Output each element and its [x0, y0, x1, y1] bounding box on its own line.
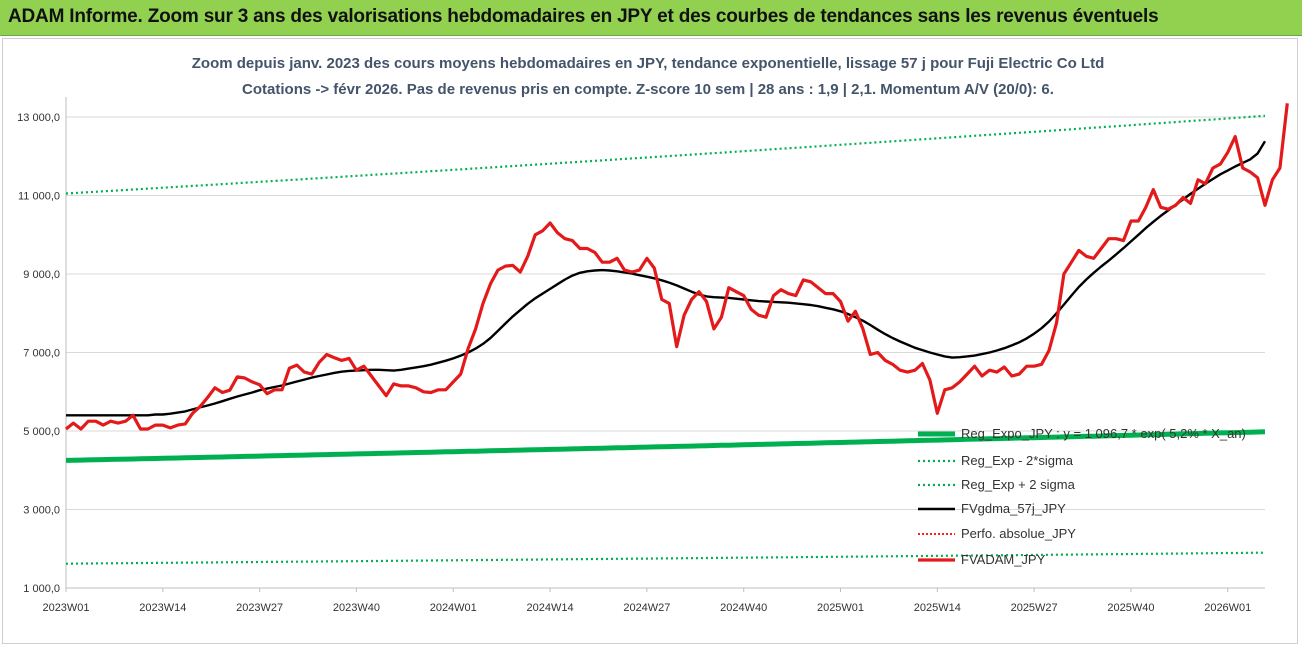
chart-title-line1: Zoom depuis janv. 2023 des cours moyens …: [192, 55, 1105, 72]
chart-frame: [2, 38, 1298, 644]
series-line-reg-plus-2sigma: [65, 114, 1266, 195]
x-tick-label: 2025W40: [1107, 602, 1154, 614]
x-tick-label: 2024W01: [430, 602, 477, 614]
series-line-reg-minus-2sigma: [65, 551, 1265, 565]
x-tick-label: 2024W40: [720, 602, 767, 614]
y-tick-label: 13 000,0: [17, 112, 60, 124]
legend-label: Reg_Exp + 2 sigma: [961, 477, 1076, 492]
x-tick-label: 2023W27: [236, 602, 283, 614]
x-tick-label: 2023W40: [333, 602, 380, 614]
series-line-fvgdma: [66, 140, 1267, 417]
y-tick-label: 7 000,0: [23, 348, 60, 360]
y-tick-label: 3 000,0: [23, 505, 60, 517]
gridlines: [65, 97, 1265, 589]
y-tick-label: 5 000,0: [23, 426, 60, 438]
x-tick-label: 2024W27: [623, 602, 670, 614]
x-tick-label: 2023W01: [42, 602, 89, 614]
plot-area: [65, 103, 1289, 565]
report-title: ADAM Informe. Zoom sur 3 ans des valoris…: [8, 6, 1159, 27]
x-tick-label: 2025W14: [914, 602, 961, 614]
y-axis: 1 000,0 3 000,0 5 000,0 7 000,0 9 000,0 11 00…: [17, 112, 60, 595]
legend-label: FVADAM_JPY: [961, 552, 1046, 567]
series-line-fvadam: [65, 103, 1289, 431]
x-axis: 2023W01 2023W14 2023W27 2023W40 2024W01 2024W…: [42, 588, 1251, 614]
x-tick-label: 2025W27: [1011, 602, 1058, 614]
y-tick-label: 11 000,0: [18, 191, 60, 203]
y-tick-label: 9 000,0: [23, 269, 60, 281]
x-tick-label: 2025W01: [817, 602, 864, 614]
x-tick-label: 2026W01: [1204, 602, 1251, 614]
y-tick-label: 1 000,0: [23, 583, 60, 595]
legend: Reg_Expo_JPY : y = 1 096,7 * exp( 5,2% *…: [918, 426, 1246, 567]
chart-title-line2: Cotations -> févr 2026. Pas de revenus p…: [242, 81, 1054, 98]
legend-label: Perfo. absolue_JPY: [961, 526, 1076, 541]
report-banner: ADAM Informe. Zoom sur 3 ans des valoris…: [0, 0, 1302, 36]
legend-label: Reg_Exp - 2*sigma: [961, 453, 1074, 468]
series-line-reg-expo: [65, 429, 1266, 463]
x-tick-label: 2024W14: [527, 602, 574, 614]
x-tick-label: 2023W14: [139, 602, 186, 614]
legend-label: FVgdma_57j_JPY: [961, 501, 1066, 516]
legend-label: Reg_Expo_JPY : y = 1 096,7 * exp( 5,2% *…: [961, 426, 1246, 441]
